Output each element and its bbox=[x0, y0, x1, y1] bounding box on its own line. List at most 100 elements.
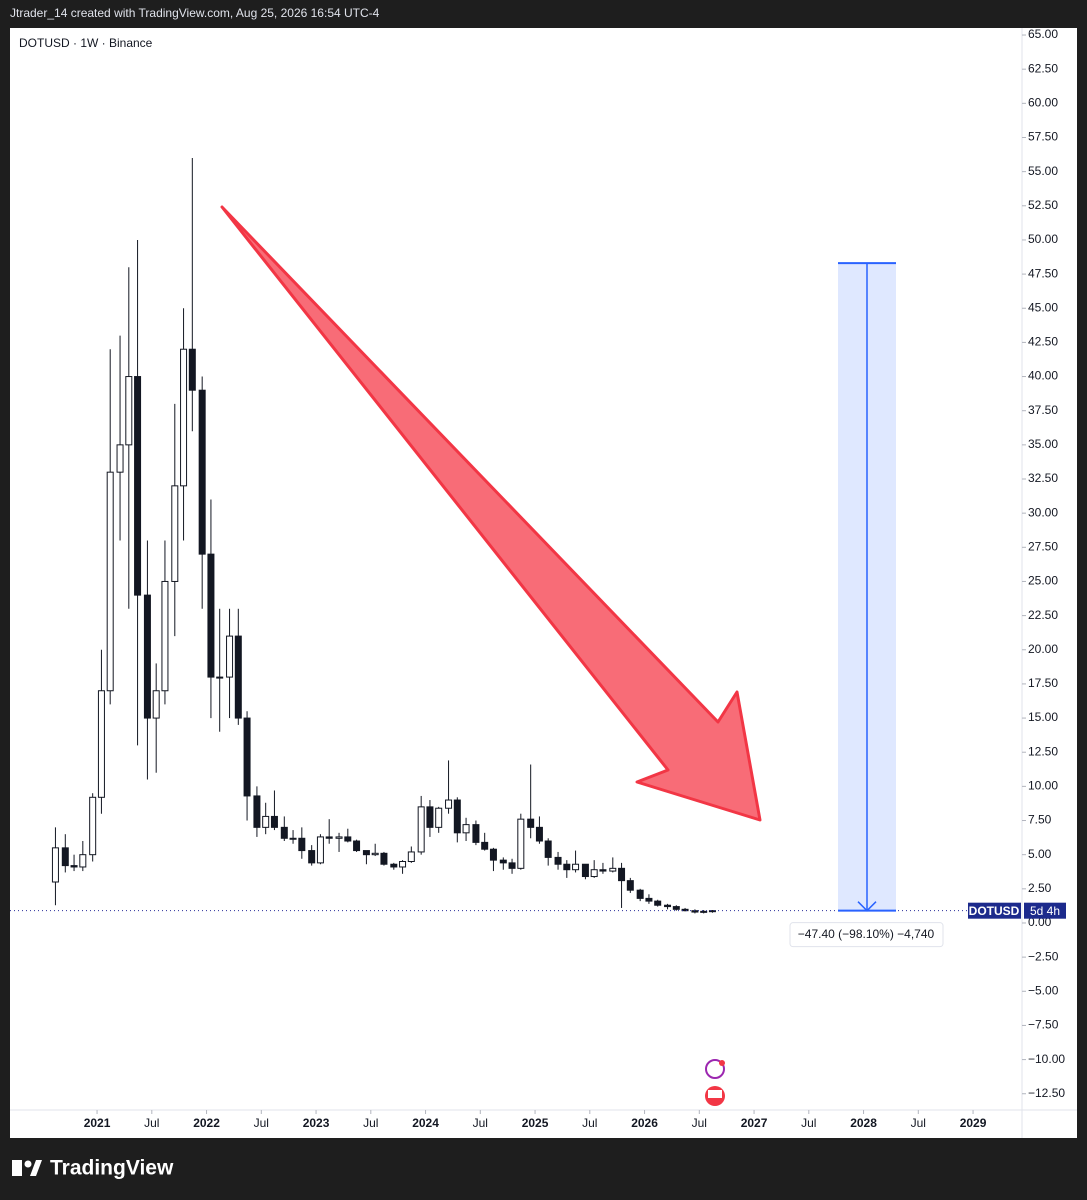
candle-body bbox=[472, 824, 480, 843]
candle-body bbox=[79, 854, 87, 868]
candle-body bbox=[417, 806, 425, 853]
candle-body bbox=[508, 862, 516, 869]
x-tick-label: 2029 bbox=[960, 1116, 987, 1130]
candle-body bbox=[134, 376, 142, 596]
event-icons bbox=[705, 1059, 725, 1106]
candle-body bbox=[353, 840, 361, 852]
x-tick-label: Jul bbox=[473, 1116, 488, 1130]
y-tick-label: −7.50 bbox=[1028, 1018, 1059, 1032]
candle-body bbox=[636, 889, 644, 899]
y-tick-label: 12.50 bbox=[1028, 744, 1058, 758]
x-tick-label: Jul bbox=[911, 1116, 926, 1130]
y-tick-label: 22.50 bbox=[1028, 608, 1058, 622]
candle-body bbox=[426, 806, 434, 828]
candle-body bbox=[681, 908, 689, 912]
x-tick-label: Jul bbox=[582, 1116, 597, 1130]
y-tick-label: −10.00 bbox=[1028, 1052, 1065, 1066]
candle-body bbox=[234, 635, 242, 719]
y-tick-label: −5.00 bbox=[1028, 983, 1059, 997]
candle-body bbox=[462, 824, 470, 834]
candle-body bbox=[554, 856, 562, 865]
candle-body bbox=[590, 869, 598, 878]
y-tick-label: 47.50 bbox=[1028, 266, 1058, 280]
candle-body bbox=[380, 852, 388, 865]
candle-body bbox=[371, 852, 379, 856]
candle-body bbox=[362, 850, 370, 856]
icon-dot bbox=[719, 1060, 725, 1066]
candle-body bbox=[626, 880, 634, 891]
candle-body bbox=[89, 796, 97, 856]
brand-logo: TradingView bbox=[12, 1157, 174, 1180]
x-tick-label: Jul bbox=[801, 1116, 816, 1130]
candle-body bbox=[180, 348, 188, 487]
candle-body bbox=[664, 904, 672, 908]
candle-body bbox=[325, 836, 333, 839]
y-tick-label: 45.00 bbox=[1028, 300, 1058, 314]
y-tick-label: 62.50 bbox=[1028, 61, 1058, 75]
candle-body bbox=[344, 836, 352, 842]
candle-body bbox=[581, 863, 589, 878]
candle-body bbox=[390, 863, 398, 868]
measure-label: −47.40 (−98.10%) −4,740 bbox=[798, 927, 935, 941]
candle-body bbox=[399, 861, 407, 868]
candle-body bbox=[672, 906, 680, 910]
candle-body bbox=[645, 897, 653, 902]
x-tick-label: Jul bbox=[144, 1116, 159, 1130]
y-tick-label: 10.00 bbox=[1028, 779, 1058, 793]
y-tick-label: 65.00 bbox=[1028, 27, 1058, 41]
y-tick-label: 32.50 bbox=[1028, 471, 1058, 485]
y-tick-label: −2.50 bbox=[1028, 949, 1059, 963]
y-tick-label: 57.50 bbox=[1028, 130, 1058, 144]
candle-body bbox=[599, 869, 607, 872]
candle-body bbox=[161, 580, 169, 692]
candle-body bbox=[188, 348, 196, 391]
candle-body bbox=[262, 815, 270, 828]
candle-body bbox=[700, 910, 708, 913]
x-tick-label: 2027 bbox=[741, 1116, 768, 1130]
y-tick-label: 30.00 bbox=[1028, 505, 1058, 519]
candle-body bbox=[116, 444, 124, 473]
candle-body bbox=[316, 836, 324, 864]
candle-body bbox=[61, 847, 69, 867]
candle-body bbox=[618, 867, 626, 882]
candle-body bbox=[216, 676, 224, 679]
y-tick-label: 40.00 bbox=[1028, 369, 1058, 383]
candle-body bbox=[152, 690, 160, 719]
y-tick-label: 55.00 bbox=[1028, 164, 1058, 178]
candle-body bbox=[207, 553, 215, 678]
last-price-symbol: DOTUSD bbox=[969, 904, 1020, 918]
candle-body bbox=[308, 850, 316, 864]
candle-body bbox=[544, 840, 552, 858]
candle-body bbox=[335, 836, 343, 839]
y-tick-label: 42.50 bbox=[1028, 335, 1058, 349]
candle-body bbox=[171, 485, 179, 582]
y-tick-label: −12.50 bbox=[1028, 1086, 1065, 1100]
x-tick-label: 2021 bbox=[84, 1116, 111, 1130]
y-tick-label: 15.00 bbox=[1028, 710, 1058, 724]
candle-body bbox=[289, 837, 297, 840]
candle-body bbox=[51, 847, 59, 883]
candle-body bbox=[527, 818, 535, 828]
y-tick-label: 17.50 bbox=[1028, 676, 1058, 690]
down-arrow bbox=[220, 205, 762, 822]
logo-mark bbox=[12, 1160, 22, 1176]
x-tick-label: Jul bbox=[363, 1116, 378, 1130]
candle-body bbox=[298, 837, 306, 852]
candle-body bbox=[280, 826, 288, 839]
y-tick-label: 27.50 bbox=[1028, 539, 1058, 553]
candle-body bbox=[253, 795, 261, 828]
logo-mark bbox=[30, 1160, 42, 1176]
candle-body bbox=[198, 389, 206, 555]
candle-body bbox=[609, 867, 617, 872]
y-tick-label: 2.50 bbox=[1028, 881, 1052, 895]
header: Jtrader_14 created with TradingView.com,… bbox=[10, 6, 380, 20]
candle-body bbox=[481, 841, 489, 850]
measure-arrowhead bbox=[857, 901, 877, 912]
plot: 65.00 62.50 60.00 57.50 55.00 52.50 50.00 47.50… bbox=[10, 27, 1065, 1130]
countdown-badge bbox=[1024, 902, 1066, 919]
candle-body bbox=[708, 910, 716, 913]
y-tick-label: 20.00 bbox=[1028, 642, 1058, 656]
y-tick-label: 25.00 bbox=[1028, 574, 1058, 588]
measure-label-box bbox=[789, 922, 944, 948]
